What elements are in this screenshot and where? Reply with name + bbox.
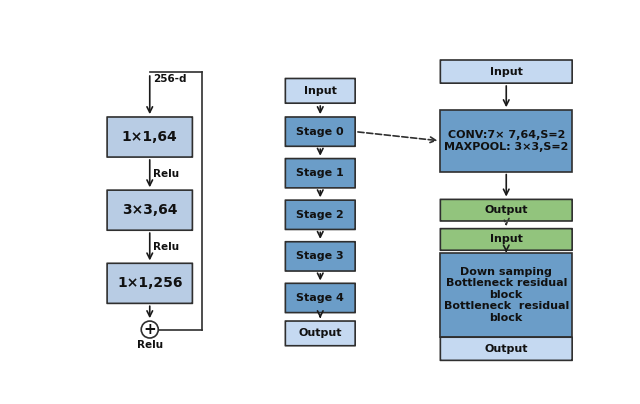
Text: Stage 0: Stage 0 bbox=[296, 126, 344, 137]
FancyBboxPatch shape bbox=[440, 200, 572, 221]
Text: Input: Input bbox=[490, 67, 523, 77]
FancyBboxPatch shape bbox=[440, 60, 572, 83]
Text: Input: Input bbox=[304, 86, 337, 96]
Text: 1×1,256: 1×1,256 bbox=[117, 276, 182, 290]
Text: Stage 4: Stage 4 bbox=[296, 293, 344, 303]
FancyBboxPatch shape bbox=[107, 263, 193, 303]
Text: CONV:7× 7,64,S=2
MAXPOOL: 3×3,S=2: CONV:7× 7,64,S=2 MAXPOOL: 3×3,S=2 bbox=[444, 130, 568, 152]
Text: +: + bbox=[143, 322, 156, 337]
FancyBboxPatch shape bbox=[285, 283, 355, 313]
FancyBboxPatch shape bbox=[440, 252, 572, 337]
FancyBboxPatch shape bbox=[107, 117, 193, 157]
Text: Stage 2: Stage 2 bbox=[296, 210, 344, 220]
FancyBboxPatch shape bbox=[285, 158, 355, 188]
Text: Relu: Relu bbox=[137, 340, 163, 350]
Text: 256-d: 256-d bbox=[153, 74, 186, 84]
Text: Relu: Relu bbox=[153, 242, 179, 252]
Text: Input: Input bbox=[490, 234, 523, 244]
FancyBboxPatch shape bbox=[107, 190, 193, 230]
Text: Relu: Relu bbox=[153, 168, 179, 179]
Text: Down samping
Bottleneck residual
block
Bottleneck  residual
block: Down samping Bottleneck residual block B… bbox=[444, 267, 569, 323]
Circle shape bbox=[141, 321, 158, 338]
Text: Stage 3: Stage 3 bbox=[296, 251, 344, 261]
FancyBboxPatch shape bbox=[440, 337, 572, 360]
Text: 1×1,64: 1×1,64 bbox=[122, 130, 178, 144]
Text: 3×3,64: 3×3,64 bbox=[122, 203, 177, 217]
Text: Output: Output bbox=[484, 205, 528, 215]
FancyBboxPatch shape bbox=[285, 321, 355, 346]
FancyBboxPatch shape bbox=[285, 117, 355, 146]
FancyBboxPatch shape bbox=[285, 200, 355, 229]
FancyBboxPatch shape bbox=[285, 78, 355, 103]
Text: Stage 1: Stage 1 bbox=[296, 168, 344, 178]
Text: Output: Output bbox=[298, 328, 342, 339]
FancyBboxPatch shape bbox=[440, 110, 572, 172]
FancyBboxPatch shape bbox=[285, 242, 355, 271]
Text: Output: Output bbox=[484, 344, 528, 354]
FancyBboxPatch shape bbox=[440, 229, 572, 250]
